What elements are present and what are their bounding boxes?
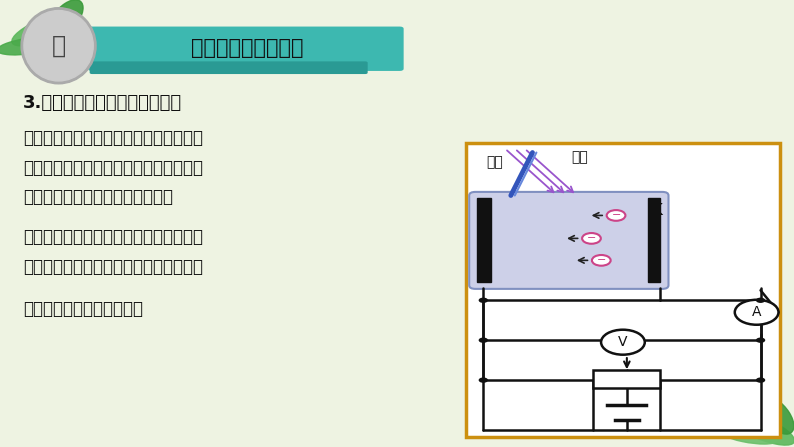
Text: 数值时，即使不施加反向电压也没有光电: 数值时，即使不施加反向电压也没有光电	[23, 159, 203, 177]
Text: 实验还表明，当入射光的频率减小到某一: 实验还表明，当入射光的频率减小到某一	[23, 129, 203, 147]
Bar	[465, 143, 781, 437]
Text: 当入射光的频率低于截止频率时不发生光: 当入射光的频率低于截止频率时不发生光	[23, 228, 203, 246]
Circle shape	[592, 255, 611, 266]
Circle shape	[756, 298, 765, 303]
Text: V: V	[619, 335, 628, 349]
Ellipse shape	[38, 23, 79, 54]
Ellipse shape	[759, 396, 794, 434]
Circle shape	[582, 233, 601, 244]
Ellipse shape	[0, 37, 65, 55]
Text: 光电效应的实验规律: 光电效应的实验规律	[191, 38, 303, 58]
Text: 光束: 光束	[487, 156, 503, 169]
Ellipse shape	[21, 8, 96, 84]
Ellipse shape	[717, 426, 777, 444]
Circle shape	[756, 377, 765, 383]
Circle shape	[601, 330, 645, 354]
Text: 窗口: 窗口	[572, 151, 588, 164]
Text: A: A	[752, 305, 761, 319]
FancyBboxPatch shape	[90, 61, 368, 74]
Circle shape	[607, 210, 626, 221]
Circle shape	[479, 377, 488, 383]
Ellipse shape	[727, 411, 794, 445]
Text: K: K	[650, 203, 662, 218]
Bar	[477, 198, 491, 283]
Text: 二: 二	[52, 34, 66, 58]
Ellipse shape	[24, 11, 93, 81]
Bar	[593, 370, 661, 388]
FancyBboxPatch shape	[469, 192, 669, 289]
Text: A: A	[476, 231, 488, 246]
Circle shape	[479, 337, 488, 343]
Text: −: −	[596, 255, 606, 266]
Text: 流，这表明已经没有了光电子了。: 流，这表明已经没有了光电子了。	[23, 189, 173, 207]
Ellipse shape	[12, 12, 79, 46]
Circle shape	[756, 337, 765, 343]
Circle shape	[479, 298, 488, 303]
Bar	[649, 198, 661, 283]
Ellipse shape	[48, 0, 83, 38]
FancyBboxPatch shape	[88, 26, 403, 71]
Text: −: −	[587, 233, 596, 244]
Circle shape	[734, 300, 778, 325]
Text: 3.存在着截止频率（极限频率）: 3.存在着截止频率（极限频率）	[23, 94, 183, 112]
Text: 不同金属的截止频率不同。: 不同金属的截止频率不同。	[23, 300, 143, 318]
Text: −: −	[611, 211, 621, 220]
Text: 电效应（即使很大的光强也不能发生）。: 电效应（即使很大的光强也不能发生）。	[23, 258, 203, 276]
